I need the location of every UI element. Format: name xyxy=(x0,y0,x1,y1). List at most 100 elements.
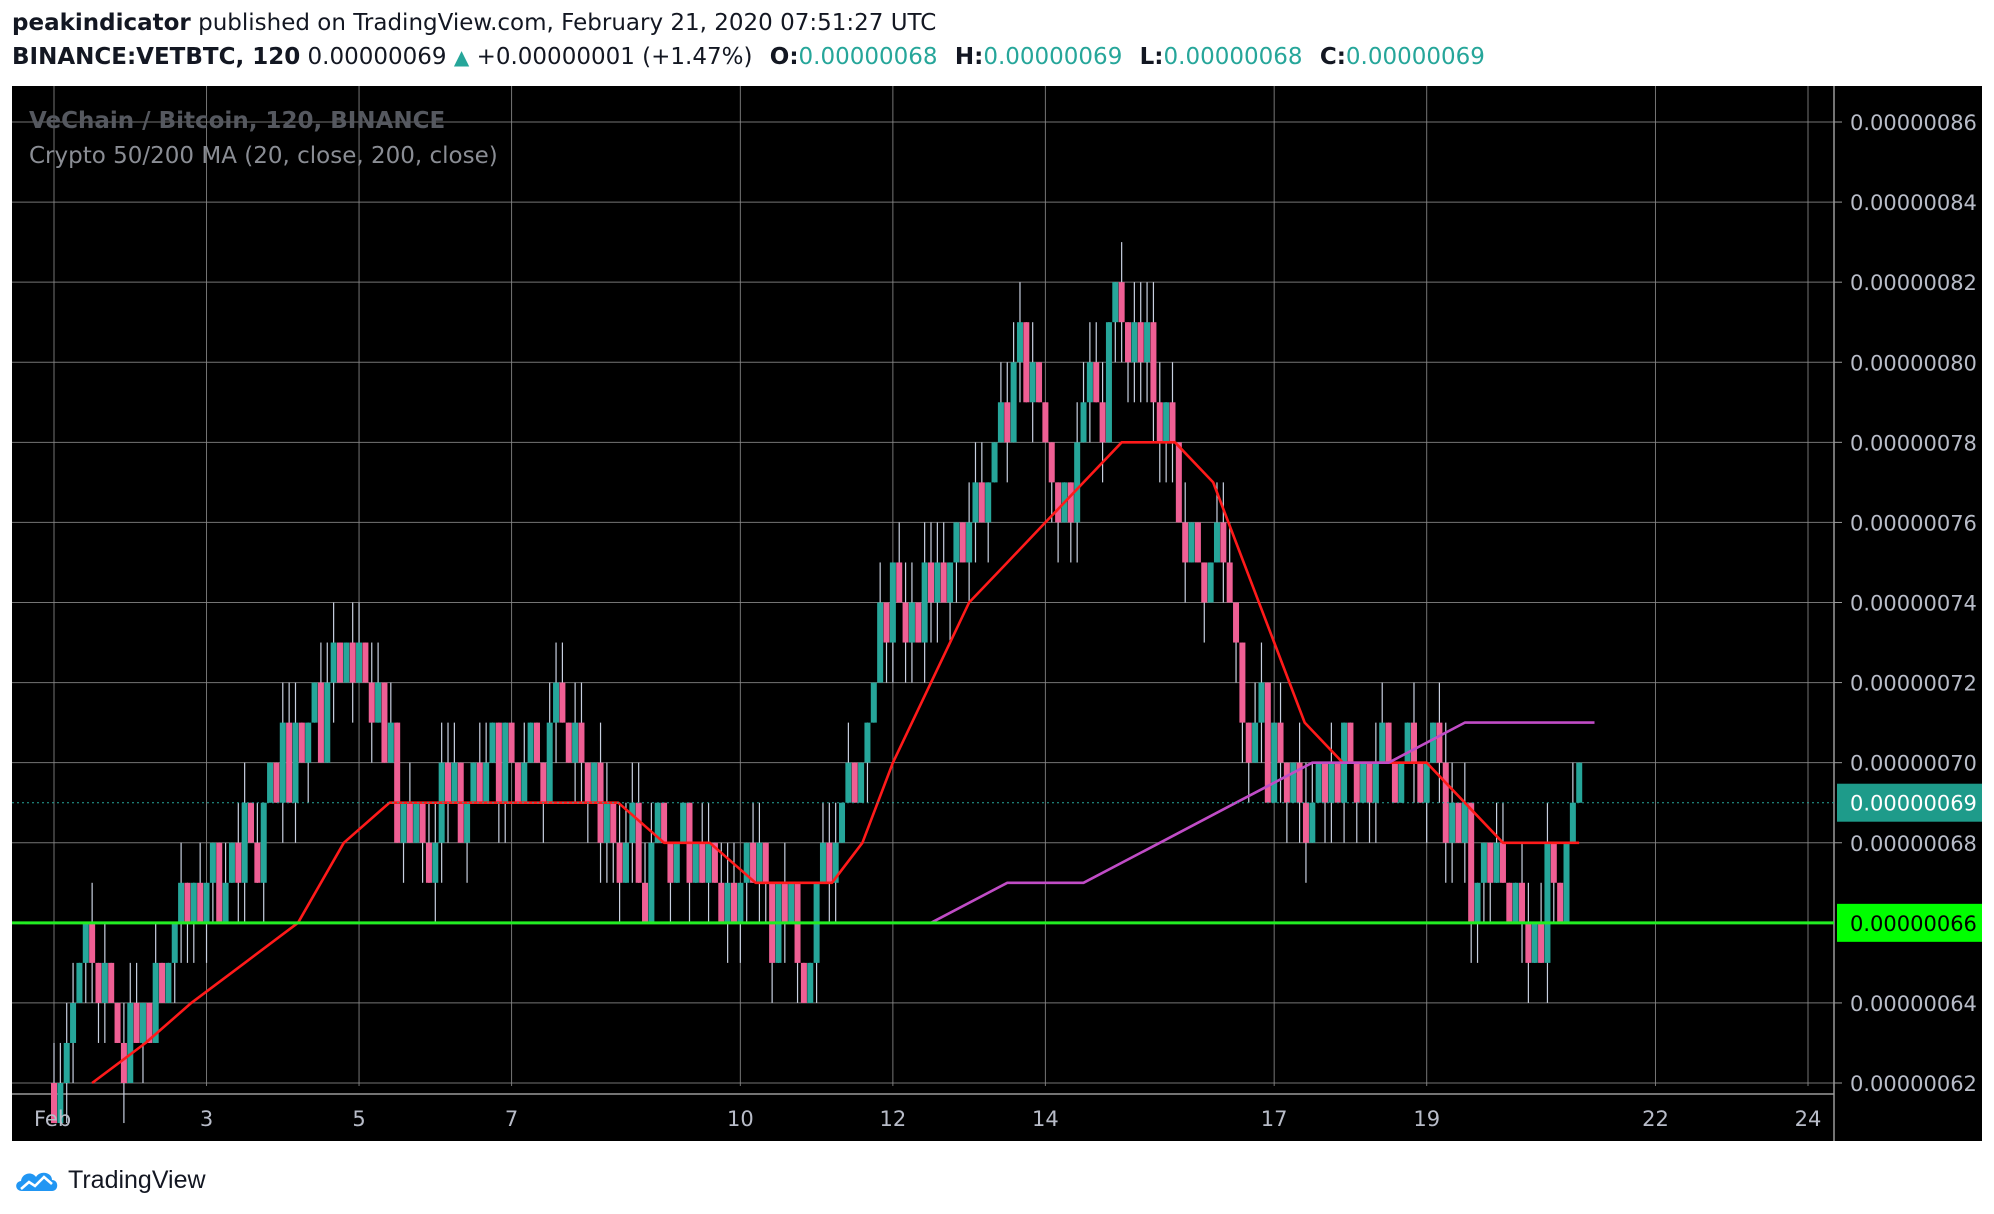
candle-body-down xyxy=(368,682,375,723)
candle-body-up xyxy=(171,922,178,963)
candle-body-down xyxy=(95,962,102,1003)
candle-body-down xyxy=(120,1042,127,1083)
legend-indicator: Crypto 50/200 MA (20, close, 200, close) xyxy=(29,143,498,169)
y-tick-label: 0.00000070 xyxy=(1850,752,1977,776)
candle-body-up xyxy=(1080,402,1087,443)
candle-body-up xyxy=(356,642,363,683)
candle-body-up xyxy=(673,842,680,883)
candle-body-down xyxy=(514,762,521,803)
candle-body-up xyxy=(1360,762,1367,803)
candle-body-down xyxy=(1004,402,1011,443)
candle-body-down xyxy=(248,802,255,843)
candle-body-down xyxy=(362,642,369,683)
candle-body-up xyxy=(209,842,216,883)
tradingview-brand[interactable]: TradingView xyxy=(68,1165,206,1194)
y-tick-label: 0.00000080 xyxy=(1850,351,1977,375)
candle-body-down xyxy=(1283,762,1290,803)
candle-body-up xyxy=(1512,882,1519,923)
candle-body-down xyxy=(642,882,649,923)
candle-body-down xyxy=(1226,562,1233,603)
x-tick-label: 12 xyxy=(880,1107,907,1131)
candle-body-down xyxy=(114,1002,121,1043)
candle-body-down xyxy=(1201,562,1208,603)
candle-body-up xyxy=(305,722,312,763)
y-tick-label: 0.00000076 xyxy=(1850,511,1977,535)
open-value: 0.00000068 xyxy=(798,44,938,70)
candle-body-up xyxy=(1252,722,1259,763)
candle-body-down xyxy=(1277,722,1284,763)
candle-body-up xyxy=(127,1002,134,1083)
x-tick-label: 7 xyxy=(505,1107,518,1131)
y-tick-label: 0.00000078 xyxy=(1850,431,1977,455)
candle-body-up xyxy=(877,602,884,683)
candle-body-down xyxy=(730,882,737,923)
candle-body-up xyxy=(1010,362,1017,443)
candle-body-up xyxy=(1131,322,1138,363)
candle-body-down xyxy=(476,762,483,803)
chart-canvas[interactable]: 0.00000086 0.00000084 0.00000082 0.00000080… xyxy=(12,86,1982,1141)
ohlc-line: BINANCE:VETBTC, 120 0.00000069 ▲ +0.0000… xyxy=(12,40,1972,74)
candle-body-down xyxy=(851,762,858,803)
candle-body-up xyxy=(1290,762,1297,803)
candle-body-up xyxy=(947,562,954,603)
y-tick-label: 0.00000086 xyxy=(1850,111,1977,135)
y-tick-label: 0.00000082 xyxy=(1850,271,1977,295)
candle-body-up xyxy=(432,842,439,883)
candle-body-up xyxy=(1563,842,1570,923)
candle-body-down xyxy=(1175,442,1182,523)
candle-body-up xyxy=(1531,922,1538,963)
candle-body-down xyxy=(1410,722,1417,763)
candle-body-down xyxy=(273,762,280,803)
y-tick-label: 0.00000064 xyxy=(1850,992,1977,1016)
candle-body-up xyxy=(521,762,528,803)
last-price-label: 0.00000069 xyxy=(1850,792,1977,816)
y-tick-label: 0.00000084 xyxy=(1850,191,1977,215)
candle-body-up xyxy=(1372,762,1379,803)
candle-body-down xyxy=(445,762,452,803)
candle-body-down xyxy=(711,842,718,883)
candle-body-up xyxy=(63,1042,70,1083)
candle-body-up xyxy=(908,602,915,643)
candle-body-up xyxy=(724,882,731,923)
publisher-name[interactable]: peakindicator xyxy=(12,10,191,36)
candle-body-down xyxy=(1055,482,1062,523)
candle-body-down xyxy=(1245,722,1252,763)
x-tick-label: 17 xyxy=(1261,1107,1288,1131)
candle-body-down xyxy=(1487,842,1494,883)
candle-body-up xyxy=(1112,282,1119,323)
footer: TradingView xyxy=(12,1158,206,1202)
candle-body-up xyxy=(324,682,331,763)
candle-body-up xyxy=(1398,762,1405,803)
candle-body-up xyxy=(921,562,928,643)
candle-body-down xyxy=(1417,762,1424,803)
candle-body-down xyxy=(1169,402,1176,443)
last-price-badge xyxy=(1837,783,1982,822)
candle-body-down xyxy=(1099,402,1106,443)
candle-body-down xyxy=(1353,762,1360,803)
candle-body-down xyxy=(1436,722,1443,763)
candle-body-up xyxy=(1430,722,1437,763)
candle-body-up xyxy=(629,802,636,843)
candle-body-down xyxy=(1156,402,1163,443)
candle-body-up xyxy=(864,722,871,763)
candle-body-down xyxy=(286,722,293,803)
high-value: 0.00000069 xyxy=(983,44,1123,70)
candle-body-up xyxy=(1144,322,1151,363)
candle-body-down xyxy=(1220,522,1227,563)
candle-body-up xyxy=(1493,842,1500,883)
candle-body-up xyxy=(546,722,553,803)
x-tick-label: 24 xyxy=(1795,1107,1822,1131)
candle-body-up xyxy=(1029,362,1036,403)
x-tick-label: 3 xyxy=(200,1107,213,1131)
candle-body-up xyxy=(1404,722,1411,763)
candle-body-down xyxy=(197,882,204,923)
candle-body-up xyxy=(190,882,197,923)
candle-body-down xyxy=(896,562,903,603)
candle-body-up xyxy=(76,962,83,1003)
support-price-label: 0.00000066 xyxy=(1850,912,1977,936)
candle-body-down xyxy=(1239,642,1246,723)
candle-body-up xyxy=(1188,522,1195,563)
price-chart[interactable]: 0.00000086 0.00000084 0.00000082 0.00000080… xyxy=(12,86,1982,1141)
candle-body-up xyxy=(985,482,992,523)
candle-body-down xyxy=(750,842,757,883)
